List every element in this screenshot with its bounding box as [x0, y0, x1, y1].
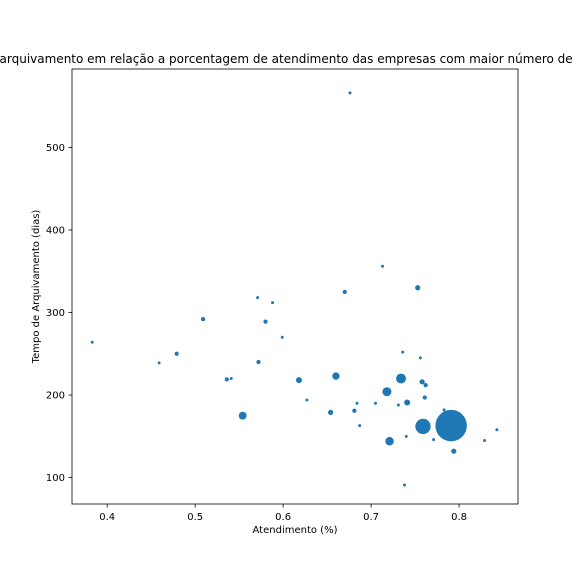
data-point — [401, 350, 405, 354]
plot-area-frame — [71, 68, 519, 505]
data-point — [332, 372, 340, 380]
data-point — [451, 448, 457, 454]
data-point — [358, 424, 362, 428]
data-point — [373, 401, 377, 405]
data-point — [280, 335, 284, 339]
data-point — [174, 351, 179, 356]
y-axis: 100 200 300 400 500 — [46, 143, 72, 484]
data-point — [295, 377, 302, 384]
data-point — [263, 319, 268, 324]
data-point — [200, 316, 206, 322]
data-point — [381, 264, 385, 268]
x-tick-label: 0.6 — [275, 512, 291, 523]
data-point — [385, 437, 394, 446]
data-point — [305, 398, 309, 402]
y-axis-label: Tempo de Arquivamento (dias) — [31, 210, 42, 365]
chart-title: Tempo de arquivamento em relação a porce… — [0, 52, 576, 66]
data-point — [396, 373, 406, 384]
x-tick-label: 0.8 — [451, 512, 467, 523]
y-tick-label: 100 — [46, 473, 65, 484]
data-point — [342, 289, 347, 294]
points-layer — [90, 91, 499, 487]
data-point — [404, 399, 411, 406]
x-tick-label: 0.4 — [99, 512, 115, 523]
data-point — [328, 409, 334, 415]
data-point — [256, 359, 261, 365]
data-point — [404, 434, 408, 438]
data-point — [382, 387, 392, 397]
x-axis-label: Atendimento (%) — [253, 525, 338, 536]
data-point — [423, 383, 428, 388]
data-point — [419, 379, 425, 385]
y-tick-label: 500 — [46, 143, 65, 154]
x-tick-label: 0.7 — [363, 512, 379, 523]
data-point — [483, 438, 487, 442]
data-point — [415, 418, 431, 435]
data-point — [418, 356, 422, 360]
data-point — [435, 409, 467, 442]
data-point — [442, 408, 446, 412]
data-point — [352, 408, 357, 413]
data-point — [422, 395, 427, 400]
data-point — [415, 285, 421, 291]
data-point — [403, 483, 407, 487]
y-tick-label: 200 — [46, 391, 65, 402]
data-point — [432, 438, 436, 442]
data-point — [495, 428, 499, 432]
y-tick-label: 300 — [46, 308, 65, 319]
data-point — [157, 361, 161, 365]
data-point — [348, 91, 352, 95]
x-axis: 0.4 0.5 0.6 0.7 0.8 — [99, 504, 467, 523]
data-point — [396, 403, 400, 407]
data-point — [238, 411, 247, 420]
y-tick-label: 400 — [46, 225, 65, 236]
data-point — [90, 340, 94, 344]
data-point — [271, 301, 275, 305]
data-point — [256, 296, 260, 300]
data-point — [229, 377, 233, 381]
x-tick-label: 0.5 — [187, 512, 203, 523]
data-point — [355, 401, 359, 405]
data-point — [224, 377, 229, 382]
